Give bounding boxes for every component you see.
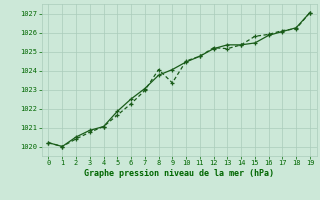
X-axis label: Graphe pression niveau de la mer (hPa): Graphe pression niveau de la mer (hPa) xyxy=(84,169,274,178)
